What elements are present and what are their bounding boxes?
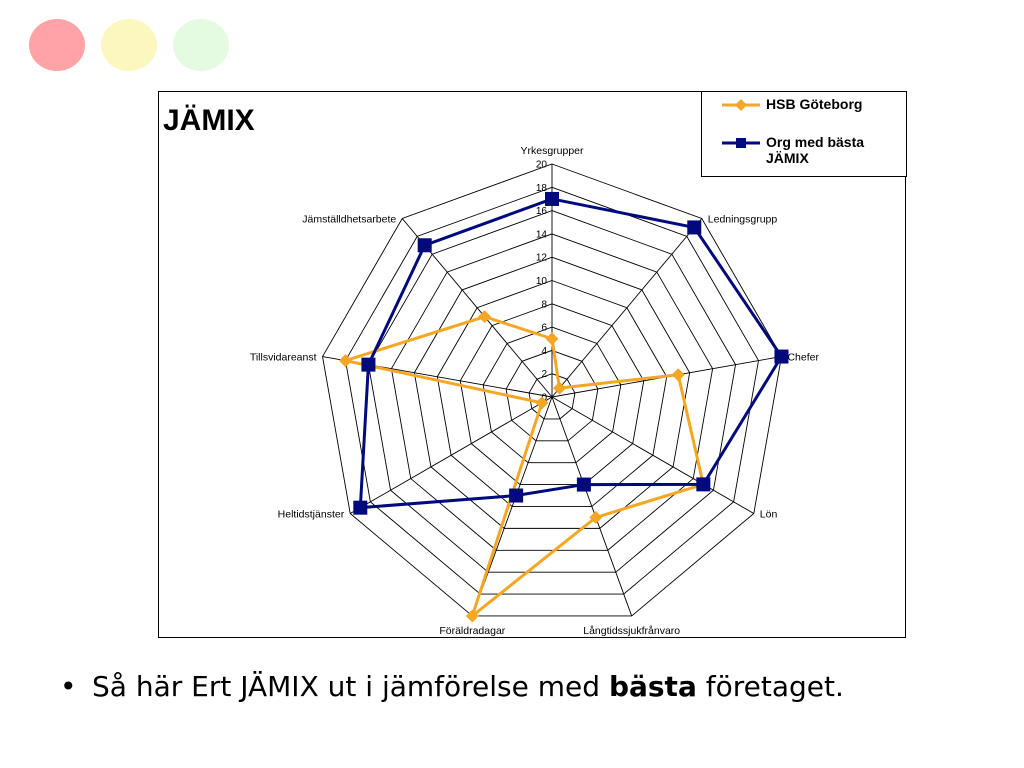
- category-label-0: Yrkesgrupper: [520, 145, 584, 157]
- tick-label-6: 6: [541, 323, 547, 334]
- legend-marker-hsb: [735, 99, 747, 111]
- legend-label-best: Org med bästa JÄMIX: [766, 134, 865, 166]
- data-point-hsb-7: [338, 354, 352, 368]
- legend-swatch-best: [722, 138, 760, 148]
- grid-ring-10: [436, 280, 668, 507]
- data-point-best-8: [417, 238, 432, 253]
- bullet-text-pre: Så här Ert JÄMIX ut i jämförelse med: [92, 670, 609, 703]
- decor-circle-yellow: [101, 19, 157, 71]
- tick-label-8: 8: [541, 299, 547, 310]
- grid-ring-16: [367, 210, 737, 573]
- series-line-hsb: [339, 315, 706, 621]
- axis-spoke-3: [551, 396, 755, 514]
- legend-label-hsb: HSB Göteborg: [766, 96, 863, 112]
- legend-swatch-hsb: [722, 99, 760, 111]
- tick-label-14: 14: [536, 229, 548, 240]
- chart-title: JÄMIX: [163, 104, 255, 137]
- data-point-hsb-8: [478, 310, 492, 324]
- tick-label-4: 4: [541, 346, 547, 357]
- category-label-3: Lön: [760, 509, 778, 521]
- grid-ring-4: [505, 349, 599, 442]
- data-point-hsb-5: [465, 609, 479, 623]
- category-label-1: Ledningsgrupp: [708, 214, 778, 226]
- category-label-4: Långtidssjukfrånvaro: [583, 625, 680, 637]
- decor-circle-red: [29, 19, 85, 71]
- bullet-text: Så här Ert JÄMIX ut i jämförelse med bäs…: [92, 668, 960, 706]
- chart-legend: HSB Göteborg Org med bästa JÄMIX: [701, 91, 907, 177]
- data-point-best-0: [545, 191, 559, 206]
- data-point-hsb-4: [589, 510, 603, 524]
- grid-ring-8: [459, 303, 645, 486]
- grid-ring-18: [345, 186, 759, 595]
- data-point-hsb-0: [545, 332, 559, 346]
- bullet-text-bold: bästa: [608, 670, 697, 703]
- grid-ring-20: [322, 163, 782, 617]
- data-point-best-6: [353, 500, 368, 515]
- axis-spoke-1: [551, 218, 703, 398]
- decor-circle-green: [173, 19, 229, 71]
- data-point-hsb-1: [552, 381, 566, 395]
- tick-label-0: 0: [541, 393, 547, 404]
- tick-label-16: 16: [536, 206, 548, 217]
- axis-spoke-6: [349, 396, 553, 514]
- category-label-2: Chefer: [787, 352, 819, 364]
- bullet-icon: •: [60, 670, 77, 703]
- series-line-best: [358, 197, 784, 510]
- tick-label-12: 12: [536, 253, 548, 264]
- data-point-hsb-6: [535, 396, 549, 410]
- tick-label-2: 2: [541, 369, 547, 380]
- bullet-text-post: företaget.: [696, 670, 844, 703]
- data-point-best-5: [509, 488, 524, 503]
- chart-area: [158, 91, 906, 638]
- tick-label-18: 18: [536, 183, 548, 194]
- category-label-7: Tillsvidareanst: [250, 352, 317, 364]
- category-label-8: Jämställdhetsarbete: [302, 214, 396, 226]
- data-point-best-2: [774, 349, 789, 364]
- tick-label-10: 10: [536, 276, 548, 287]
- category-label-6: Heltidstjänster: [278, 509, 345, 521]
- bullet-point: • Så här Ert JÄMIX ut i jämförelse med b…: [60, 668, 960, 706]
- data-point-hsb-2: [671, 368, 685, 382]
- grid-ring-6: [482, 326, 622, 464]
- grid-ring-14: [390, 233, 714, 551]
- axis-spoke-4: [551, 396, 633, 617]
- legend-marker-best: [736, 138, 746, 148]
- data-point-best-1: [687, 220, 702, 235]
- category-label-5: Föräldradagar: [439, 625, 505, 637]
- data-point-best-3: [696, 477, 711, 492]
- tick-label-20: 20: [536, 160, 548, 171]
- data-point-best-4: [576, 477, 591, 492]
- data-point-best-7: [361, 357, 376, 372]
